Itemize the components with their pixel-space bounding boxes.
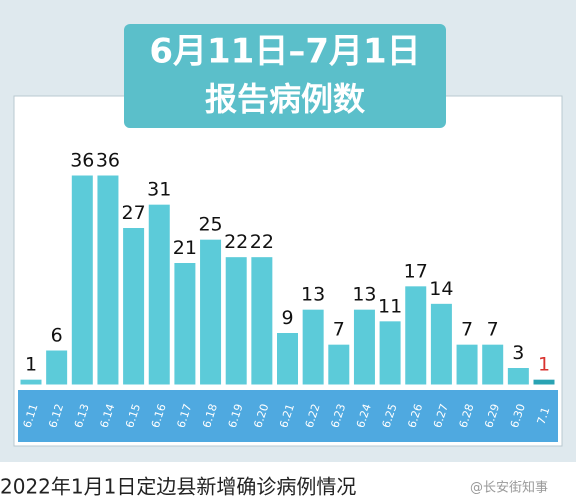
bar	[173, 262, 197, 386]
value-label: 36	[96, 150, 120, 172]
value-label: 31	[147, 179, 171, 201]
value-label: 3	[512, 342, 524, 364]
bar	[224, 256, 248, 386]
value-label: 27	[122, 202, 146, 224]
caption: 2022年1月1日定边县新增确诊病例情况	[0, 475, 356, 499]
bar	[301, 308, 325, 386]
bar	[45, 349, 69, 386]
category-band	[18, 390, 558, 442]
bar	[250, 256, 274, 386]
value-label: 7	[487, 319, 499, 341]
value-label: 9	[281, 307, 293, 329]
bar	[532, 378, 556, 386]
value-label: 1	[538, 354, 550, 376]
watermark: @长安街知事	[470, 480, 548, 496]
bar	[506, 367, 530, 386]
bar	[352, 308, 376, 386]
value-label: 36	[70, 150, 94, 172]
bar	[404, 285, 428, 386]
bar	[96, 174, 120, 386]
bar	[429, 302, 453, 386]
value-label: 25	[198, 214, 222, 236]
x-tick-label: 7.1	[535, 406, 553, 427]
value-label: 22	[250, 231, 274, 253]
bar	[276, 332, 299, 386]
value-label: 22	[224, 231, 248, 253]
chart-title: 6月11日–7月1日	[149, 32, 420, 72]
value-label: 7	[333, 319, 345, 341]
bar	[327, 343, 351, 386]
value-label: 1	[25, 354, 37, 376]
title-box	[124, 24, 446, 128]
value-label: 13	[352, 284, 376, 306]
value-label: 6	[51, 325, 63, 347]
value-label: 14	[429, 278, 453, 300]
bar	[455, 343, 479, 386]
bar	[70, 174, 94, 386]
bar	[378, 320, 402, 386]
bar	[481, 343, 505, 386]
bar	[199, 238, 223, 386]
value-label: 17	[404, 260, 428, 282]
bar	[147, 203, 171, 386]
value-label: 21	[173, 237, 197, 259]
value-label: 13	[301, 284, 325, 306]
bar	[122, 227, 146, 386]
bar	[19, 378, 43, 386]
value-label: 7	[461, 319, 473, 341]
value-label: 11	[378, 295, 402, 317]
chart-subtitle: 报告病例数	[205, 80, 366, 118]
